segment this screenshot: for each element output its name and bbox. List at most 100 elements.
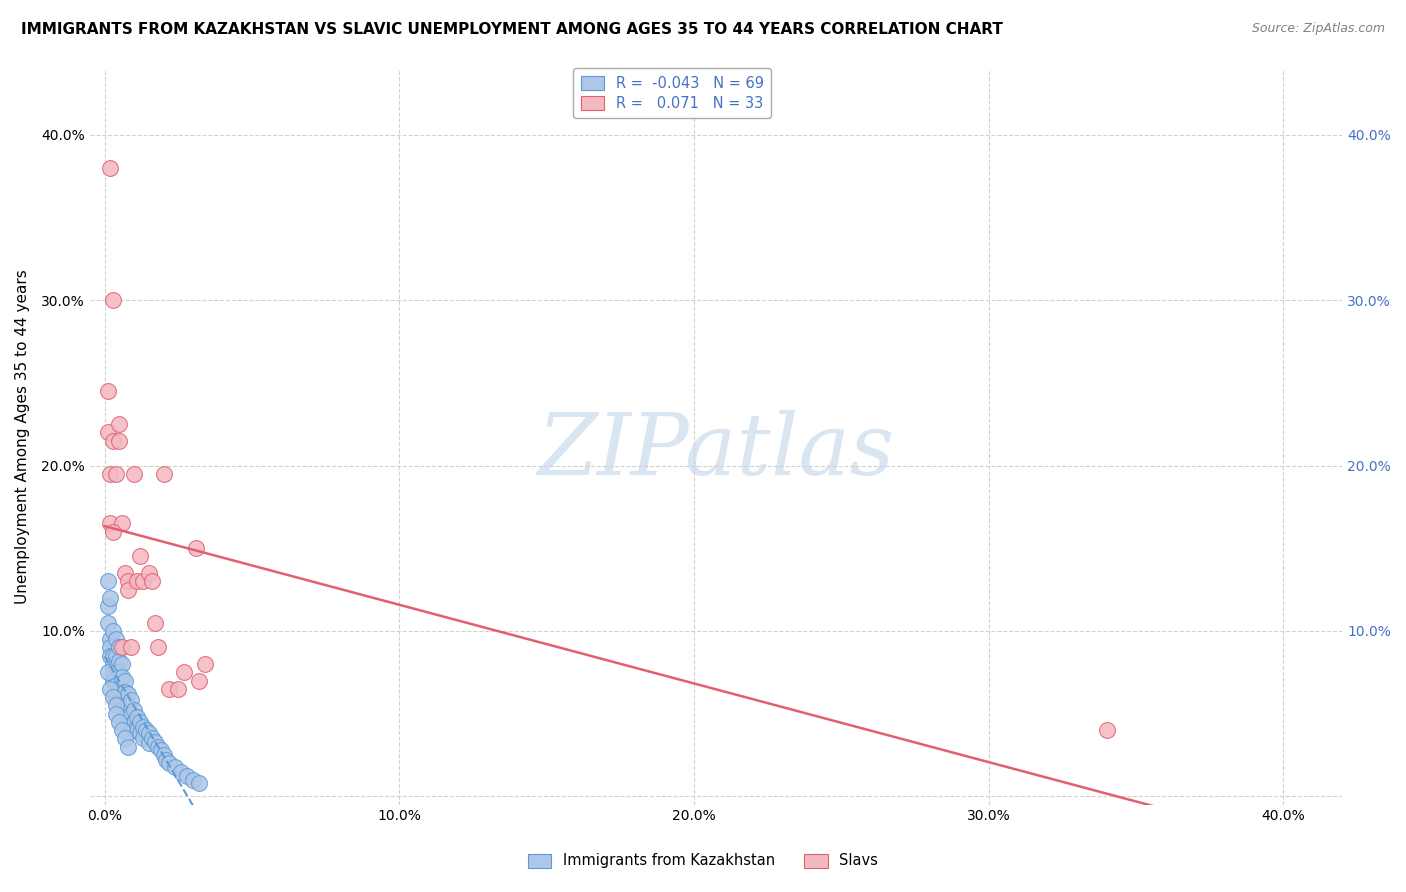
Point xyxy=(122,703,145,717)
Point xyxy=(120,640,142,655)
Point xyxy=(105,660,128,674)
Point xyxy=(114,706,136,721)
Point xyxy=(176,770,198,784)
Point xyxy=(1095,723,1118,738)
Point xyxy=(103,624,125,638)
Point xyxy=(100,640,122,655)
Point xyxy=(108,681,131,696)
Point xyxy=(194,657,217,671)
Point xyxy=(108,693,131,707)
Point xyxy=(149,743,172,757)
Point xyxy=(146,640,169,655)
Point xyxy=(120,706,142,721)
Point xyxy=(108,640,131,655)
Text: ZIPatlas: ZIPatlas xyxy=(537,410,894,492)
Point xyxy=(173,665,195,680)
Point xyxy=(108,665,131,680)
Point xyxy=(105,690,128,705)
Point xyxy=(181,772,204,787)
Point xyxy=(103,673,125,688)
Point xyxy=(152,467,174,481)
Point xyxy=(111,640,134,655)
Y-axis label: Unemployment Among Ages 35 to 44 years: Unemployment Among Ages 35 to 44 years xyxy=(15,269,30,604)
Point xyxy=(105,648,128,663)
Point xyxy=(129,549,152,564)
Point xyxy=(117,739,139,754)
Point xyxy=(100,648,122,663)
Point xyxy=(111,670,134,684)
Point xyxy=(132,574,155,589)
Point xyxy=(96,425,118,440)
Point xyxy=(114,731,136,746)
Point xyxy=(103,657,125,671)
Point xyxy=(143,735,166,749)
Point xyxy=(111,687,134,701)
Point xyxy=(108,654,131,668)
Point xyxy=(184,541,207,556)
Point xyxy=(103,524,125,539)
Point xyxy=(129,726,152,740)
Point xyxy=(138,726,160,740)
Point xyxy=(114,673,136,688)
Point xyxy=(141,574,163,589)
Point xyxy=(155,753,177,767)
Point xyxy=(105,467,128,481)
Point xyxy=(100,467,122,481)
Point xyxy=(105,706,128,721)
Point xyxy=(114,685,136,699)
Point xyxy=(187,673,209,688)
Point xyxy=(157,681,180,696)
Point xyxy=(96,574,118,589)
Point xyxy=(111,516,134,531)
Point xyxy=(103,293,125,307)
Point xyxy=(114,566,136,580)
Point xyxy=(132,720,155,734)
Point xyxy=(108,714,131,729)
Point xyxy=(103,690,125,705)
Point xyxy=(100,681,122,696)
Point xyxy=(117,710,139,724)
Point xyxy=(125,574,148,589)
Point xyxy=(108,417,131,432)
Point xyxy=(165,759,187,773)
Point xyxy=(146,739,169,754)
Point xyxy=(141,731,163,746)
Point xyxy=(170,764,193,779)
Point xyxy=(120,718,142,732)
Point xyxy=(138,736,160,750)
Point xyxy=(135,723,157,738)
Point xyxy=(117,698,139,713)
Point xyxy=(143,615,166,630)
Point xyxy=(132,731,155,746)
Point xyxy=(100,632,122,647)
Point xyxy=(103,648,125,663)
Point xyxy=(96,615,118,630)
Point xyxy=(157,756,180,771)
Point xyxy=(111,657,134,671)
Point xyxy=(122,467,145,481)
Point xyxy=(103,665,125,680)
Point xyxy=(96,384,118,398)
Point xyxy=(111,723,134,738)
Point xyxy=(108,434,131,448)
Point xyxy=(122,723,145,738)
Point xyxy=(120,693,142,707)
Text: Source: ZipAtlas.com: Source: ZipAtlas.com xyxy=(1251,22,1385,36)
Point xyxy=(187,776,209,790)
Point xyxy=(125,710,148,724)
Point xyxy=(103,434,125,448)
Point xyxy=(100,161,122,175)
Point xyxy=(105,698,128,713)
Point xyxy=(100,591,122,605)
Point xyxy=(100,516,122,531)
Point xyxy=(152,747,174,762)
Point xyxy=(125,723,148,738)
Point xyxy=(117,687,139,701)
Point xyxy=(96,665,118,680)
Point xyxy=(105,632,128,647)
Point xyxy=(138,566,160,580)
Legend: R =  -0.043   N = 69, R =   0.071   N = 33: R = -0.043 N = 69, R = 0.071 N = 33 xyxy=(574,69,770,118)
Point xyxy=(122,714,145,729)
Text: IMMIGRANTS FROM KAZAKHSTAN VS SLAVIC UNEMPLOYMENT AMONG AGES 35 TO 44 YEARS CORR: IMMIGRANTS FROM KAZAKHSTAN VS SLAVIC UNE… xyxy=(21,22,1002,37)
Point xyxy=(96,599,118,614)
